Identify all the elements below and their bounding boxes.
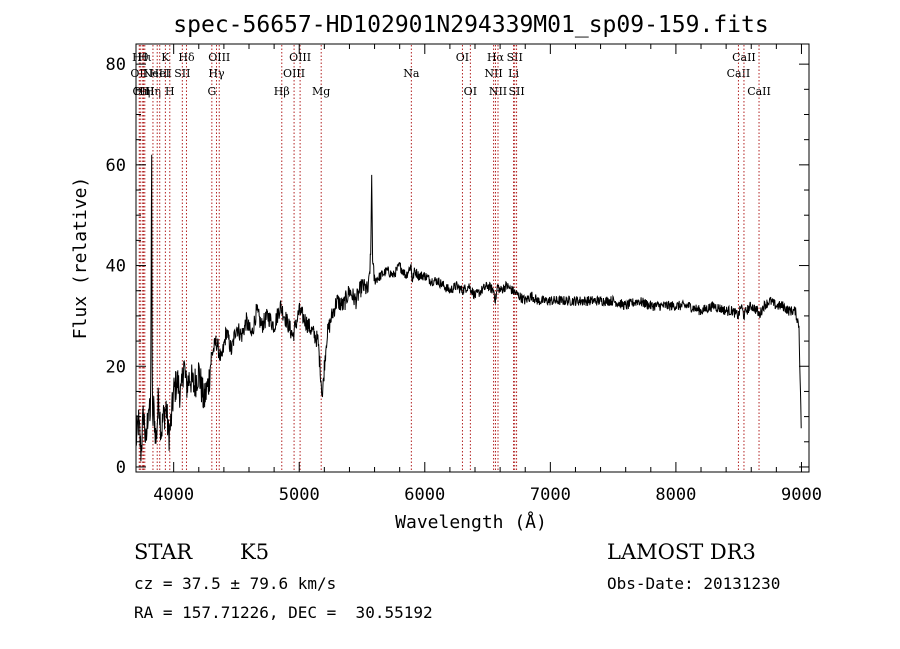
marker-label-14: OIII bbox=[208, 51, 230, 64]
y-tick-label-80: 80 bbox=[106, 55, 126, 75]
spectrum-line bbox=[135, 154, 802, 462]
marker-label-25: Li bbox=[508, 67, 519, 80]
axis-ticks: 4000 5000 6000 7000 8000 9000 0 20 40 60 80 bbox=[106, 44, 822, 505]
y-axis-label: Flux (relative) bbox=[70, 177, 91, 340]
y-tick-label-20: 20 bbox=[106, 357, 126, 377]
marker-label-23: Hα bbox=[487, 51, 505, 64]
marker-label-18: Mg bbox=[312, 85, 330, 98]
chart-title: spec-56657-HD102901N294339M01_sp09-159.f… bbox=[173, 12, 768, 38]
x-tick-label-6000: 6000 bbox=[404, 485, 445, 505]
redshift-velocity: cz = 37.5 ± 79.6 km/s bbox=[134, 574, 337, 593]
marker-label-3: OIII bbox=[133, 85, 155, 98]
marker-label-16: OIII bbox=[283, 67, 305, 80]
marker-label-2: Hη bbox=[134, 85, 150, 98]
marker-label-9: H bbox=[165, 85, 175, 98]
sky-coordinates: RA = 157.71226, DEC = 30.55192 bbox=[134, 603, 433, 622]
marker-label-22: NII bbox=[484, 67, 502, 80]
marker-label-5: Hη bbox=[145, 85, 161, 98]
marker-label-27: SII bbox=[508, 85, 524, 98]
marker-label-10: SII bbox=[174, 67, 190, 80]
x-tick-label-7000: 7000 bbox=[530, 485, 571, 505]
marker-label-30: CaII bbox=[747, 85, 771, 98]
x-tick-label-8000: 8000 bbox=[655, 485, 696, 505]
plot-frame bbox=[135, 43, 810, 473]
object-subclass: K5 bbox=[240, 540, 270, 564]
y-tick-label-40: 40 bbox=[106, 257, 126, 277]
marker-label-20: OI bbox=[456, 51, 469, 64]
marker-label-4: Hι bbox=[138, 51, 152, 64]
marker-label-21: OI bbox=[464, 85, 477, 98]
x-tick-label-4000: 4000 bbox=[153, 485, 194, 505]
marker-label-15: Hβ bbox=[274, 85, 290, 98]
observation-date: Obs-Date: 20131230 bbox=[607, 574, 781, 593]
x-tick-label-5000: 5000 bbox=[279, 485, 320, 505]
marker-label-17: OIII bbox=[289, 51, 311, 64]
marker-label-11: Hδ bbox=[178, 51, 195, 64]
marker-label-26: SII bbox=[507, 51, 523, 64]
y-tick-label-0: 0 bbox=[116, 458, 126, 478]
marker-label-24: NII bbox=[489, 85, 507, 98]
object-class: STAR bbox=[134, 540, 193, 564]
line-markers: OIIHθHηOIIIHιHηNeIIIHeIKHSIIHδGHγOIIIHβO… bbox=[130, 45, 771, 471]
marker-label-8: K bbox=[161, 51, 170, 64]
y-tick-label-60: 60 bbox=[106, 156, 126, 176]
marker-label-7: HeI bbox=[150, 67, 170, 80]
marker-label-6: NeIII bbox=[143, 67, 172, 80]
marker-label-29: CaII bbox=[732, 51, 756, 64]
x-tick-label-9000: 9000 bbox=[781, 485, 822, 505]
marker-label-13: Hγ bbox=[208, 67, 225, 80]
marker-label-28: CaII bbox=[727, 67, 751, 80]
survey-name: LAMOST DR3 bbox=[607, 540, 756, 564]
marker-label-12: G bbox=[207, 85, 216, 98]
marker-label-19: Na bbox=[403, 67, 420, 80]
x-axis-label: Wavelength (Å) bbox=[395, 511, 547, 533]
